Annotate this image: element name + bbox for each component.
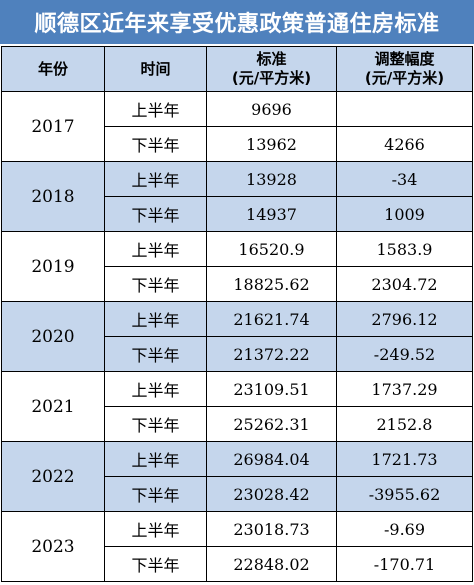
standard-cell: 14937	[206, 196, 337, 232]
standard-cell: 16520.9	[206, 231, 337, 267]
adjust-cell: 1721.73	[336, 441, 473, 477]
year-cell: 2021	[1, 371, 105, 442]
year-cell: 2017	[1, 91, 105, 162]
header-year: 年份	[1, 46, 105, 92]
period-cell: 上半年	[104, 231, 207, 267]
year-cell: 2022	[1, 441, 105, 512]
table-row: 2017 上半年 9696	[1, 91, 473, 162]
standard-cell: 13962	[206, 126, 337, 162]
adjust-cell: 2304.72	[336, 266, 473, 302]
year-cell: 2020	[1, 301, 105, 372]
table-row: 2019 上半年 16520.9 1583.9	[1, 231, 473, 302]
standard-cell: 13928	[206, 161, 337, 197]
header-standard: 标准 (元/平方米)	[206, 46, 337, 92]
standard-cell: 9696	[206, 91, 337, 127]
adjust-cell: 4266	[336, 126, 473, 162]
year-cell: 2018	[1, 161, 105, 232]
header-adjust-line2: (元/平方米)	[364, 69, 445, 87]
table-row: 下半年 21372.22 -249.52	[2, 336, 473, 372]
period-cell: 上半年	[104, 161, 207, 197]
table-row: 下半年 13962 4266	[2, 126, 473, 162]
adjust-cell: -170.71	[336, 546, 473, 582]
table-row: 下半年 18825.62 2304.72	[2, 266, 473, 302]
standard-cell: 22848.02	[206, 546, 337, 582]
adjust-cell: 1737.29	[336, 371, 473, 407]
table-row: 2018 上半年 13928 -34	[1, 161, 473, 232]
table-row: 2021 上半年 23109.51 1737.29	[1, 371, 473, 442]
table-title: 顺德区近年来享受优惠政策普通住房标准	[0, 0, 474, 44]
period-cell: 下半年	[104, 406, 207, 442]
adjust-cell: -3955.62	[336, 476, 473, 512]
period-cell: 上半年	[104, 371, 207, 407]
period-cell: 上半年	[104, 91, 207, 127]
standard-cell: 23109.51	[206, 371, 337, 407]
housing-standard-table: 年份 时间 标准 (元/平方米) 调整幅度 (元/平方米) 2017 上半年 9…	[1, 46, 473, 582]
header-row: 年份 时间 标准 (元/平方米) 调整幅度 (元/平方米)	[1, 46, 473, 92]
adjust-cell: 2796.12	[336, 301, 473, 337]
standard-cell: 21372.22	[206, 336, 337, 372]
period-cell: 下半年	[104, 476, 207, 512]
standard-cell: 23028.42	[206, 476, 337, 512]
adjust-cell: -34	[336, 161, 473, 197]
table-row: 下半年 25262.31 2152.8	[2, 406, 473, 442]
header-standard-line1: 标准	[256, 50, 287, 68]
period-cell: 下半年	[104, 546, 207, 582]
standard-cell: 25262.31	[206, 406, 337, 442]
header-period: 时间	[104, 46, 207, 92]
standard-cell: 21621.74	[206, 301, 337, 337]
table-row: 2022 上半年 26984.04 1721.73	[1, 441, 473, 512]
table-row: 2020 上半年 21621.74 2796.12	[1, 301, 473, 372]
period-cell: 下半年	[104, 126, 207, 162]
header-adjust: 调整幅度 (元/平方米)	[336, 46, 473, 92]
period-cell: 上半年	[104, 511, 207, 547]
adjust-cell: -249.52	[336, 336, 473, 372]
year-cell: 2019	[1, 231, 105, 302]
standard-cell: 18825.62	[206, 266, 337, 302]
standard-cell: 26984.04	[206, 441, 337, 477]
header-standard-line2: (元/平方米)	[231, 69, 312, 87]
period-cell: 下半年	[104, 266, 207, 302]
period-cell: 下半年	[104, 196, 207, 232]
table-row: 2023 上半年 23018.73 -9.69	[1, 511, 473, 582]
adjust-cell: 1583.9	[336, 231, 473, 267]
adjust-cell: 2152.8	[336, 406, 473, 442]
table-row: 下半年 22848.02 -170.71	[2, 546, 473, 582]
year-cell: 2023	[1, 511, 105, 582]
period-cell: 上半年	[104, 441, 207, 477]
table-row: 下半年 14937 1009	[2, 196, 473, 232]
adjust-cell: 1009	[336, 196, 473, 232]
period-cell: 上半年	[104, 301, 207, 337]
standard-cell: 23018.73	[206, 511, 337, 547]
adjust-cell: -9.69	[336, 511, 473, 547]
period-cell: 下半年	[104, 336, 207, 372]
adjust-cell	[336, 91, 473, 127]
header-adjust-line1: 调整幅度	[374, 50, 435, 68]
